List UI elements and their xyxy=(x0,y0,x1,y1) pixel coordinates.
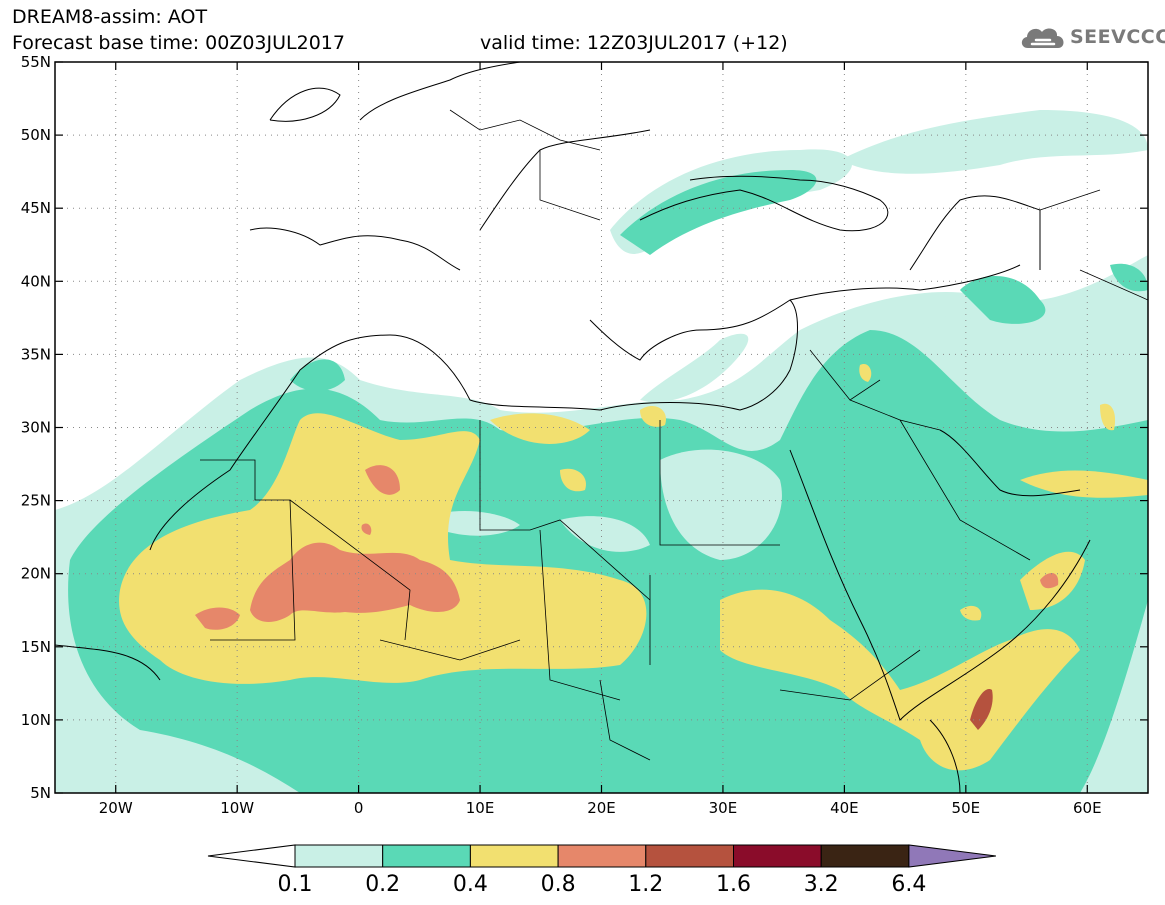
aot-contour-0.8 xyxy=(195,465,1059,630)
map-title: DREAM8-assim: AOT xyxy=(12,6,208,28)
aot-field xyxy=(55,62,1148,793)
lat-tick-label: 55N xyxy=(21,53,51,71)
colorbar-segment xyxy=(645,844,734,868)
lat-tick-label: 30N xyxy=(21,419,51,437)
graticule xyxy=(55,62,1148,793)
lon-tick-label: 40E xyxy=(830,799,859,817)
colorbar-label: 6.4 xyxy=(891,872,926,897)
lon-tick-label: 0 xyxy=(354,799,364,817)
forecast-base-time: Forecast base time: 00Z03JUL2017 xyxy=(12,32,345,54)
lat-tick-label: 45N xyxy=(21,199,51,217)
lat-tick-label: 50N xyxy=(21,126,51,144)
colorbar-label: 0.8 xyxy=(541,872,576,897)
colorbar-label: 1.2 xyxy=(628,872,663,897)
colorbar-label: 0.1 xyxy=(278,872,313,897)
lon-tick-label: 10W xyxy=(220,799,254,817)
country-borders xyxy=(200,109,1148,761)
lat-tick-label: 35N xyxy=(21,345,51,363)
colorbar-segment xyxy=(733,844,822,868)
lon-tick-label: 10E xyxy=(466,799,495,817)
aot-contour-0.4 xyxy=(119,363,1148,771)
colorbar-label: 1.6 xyxy=(716,872,751,897)
lon-tick-label: 30E xyxy=(709,799,738,817)
lon-tick-label: 20E xyxy=(587,799,616,817)
lat-tick-label: 40N xyxy=(21,272,51,290)
colorbar-min-arrow xyxy=(207,844,296,868)
colorbar-segment xyxy=(469,844,559,868)
lon-tick-label: 60E xyxy=(1073,799,1102,817)
coastlines xyxy=(55,62,1091,793)
cloud-icon xyxy=(1021,28,1064,48)
lon-tick-label: 50E xyxy=(952,799,981,817)
valid-time: valid time: 12Z03JUL2017 (+12) xyxy=(480,32,788,54)
colorbar-label: 0.4 xyxy=(453,872,488,897)
colorbar-segment xyxy=(382,844,471,868)
colorbar-label: 0.2 xyxy=(365,872,400,897)
colorbar-segment xyxy=(294,844,384,868)
lat-tick-label: 25N xyxy=(21,492,51,510)
logo-text: SEEVCCC xyxy=(1070,26,1165,48)
lat-tick-label: 15N xyxy=(21,638,51,656)
colorbar: 0.1 0.2 0.4 0.8 1.2 1.6 3.2 6.4 xyxy=(207,844,996,897)
lat-tick-label: 20N xyxy=(21,565,51,583)
colorbar-label: 3.2 xyxy=(804,872,839,897)
seevccc-logo: SEEVCCC xyxy=(1018,22,1165,56)
latitude-axis: 5N 10N 15N 20N 25N 30N 35N 40N 45N 50N 55N xyxy=(21,53,1148,802)
lon-tick-label: 20W xyxy=(99,799,133,817)
colorbar-max-arrow xyxy=(908,844,996,868)
longitude-axis: 20W 10W 0 10E 20E 30E 40E 50E 60E xyxy=(99,62,1102,817)
colorbar-segment xyxy=(820,844,910,868)
colorbar-segment xyxy=(557,844,647,868)
lat-tick-label: 5N xyxy=(30,784,51,802)
lat-tick-label: 10N xyxy=(21,711,51,729)
aot-contour-1.2 xyxy=(970,689,993,730)
